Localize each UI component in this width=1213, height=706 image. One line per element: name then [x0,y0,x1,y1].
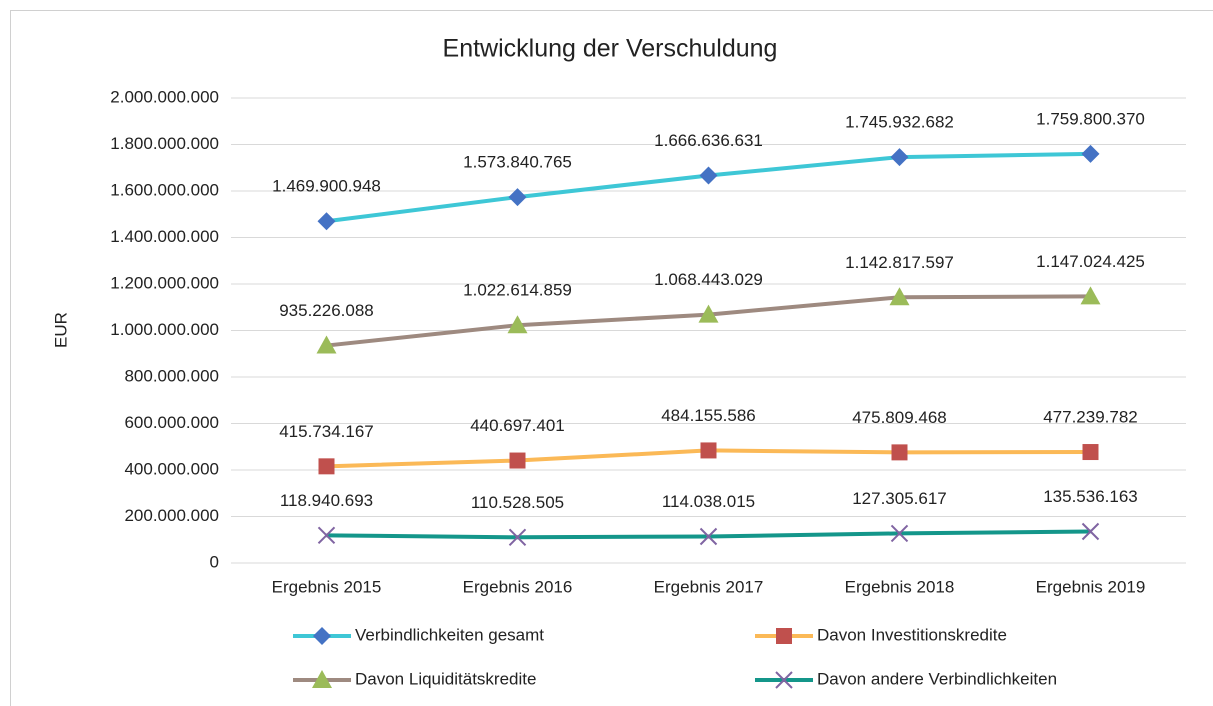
data-point [890,524,909,543]
y-tick-label: 1.400.000.000 [110,227,219,246]
legend-label: Davon Liquiditätskredite [355,669,536,688]
data-point [316,335,337,354]
data-label: 1.022.614.859 [463,281,572,300]
legend-label: Verbindlichkeiten gesamt [355,625,544,644]
data-label: 114.038.015 [662,492,755,511]
data-point [698,304,719,323]
legend-marker [312,670,332,688]
y-tick-label: 400.000.000 [124,459,219,478]
x-tick-label: Ergebnis 2016 [463,577,573,596]
data-point [1081,144,1100,163]
data-point [508,528,527,547]
data-point [317,526,336,545]
data-label: 1.573.840.765 [463,153,572,172]
data-label: 110.528.505 [471,493,564,512]
data-point [1080,286,1101,305]
data-label: 1.142.817.597 [845,253,954,272]
data-label: 118.940.693 [280,491,373,510]
chart-border [10,10,1213,706]
data-label: 135.536.163 [1043,487,1138,506]
y-tick-label: 1.600.000.000 [110,180,219,199]
chart-title: Entwicklung der Verschuldung [443,35,778,63]
data-point [317,212,336,231]
data-point [1081,522,1100,541]
data-point [699,166,718,185]
data-point [318,458,335,475]
data-label: 1.666.636.631 [654,131,763,150]
data-point [509,452,526,469]
y-axis-label: EUR [51,312,70,348]
data-point [508,188,527,207]
legend-marker [313,627,331,645]
x-tick-label: Ergebnis 2019 [1036,577,1146,596]
data-label: 935.226.088 [279,301,374,320]
y-tick-label: 200.000.000 [124,506,219,525]
legend-label: Davon Investitionskredite [817,625,1007,644]
x-tick-label: Ergebnis 2015 [272,577,382,596]
data-label: 415.734.167 [279,422,374,441]
data-label: 484.155.586 [661,406,756,425]
data-point [1082,444,1099,461]
x-tick-label: Ergebnis 2017 [654,577,764,596]
data-point [507,315,528,334]
y-tick-label: 0 [210,552,219,571]
data-point [700,442,717,459]
data-label: 127.305.617 [852,489,947,508]
data-label: 1.745.932.682 [845,113,954,132]
series-line [326,151,1091,224]
y-tick-label: 1.200.000.000 [110,273,219,292]
y-tick-label: 1.800.000.000 [110,134,219,153]
legend-marker [776,628,792,644]
y-tick-label: 800.000.000 [124,366,219,385]
y-tick-label: 600.000.000 [124,413,219,432]
x-tick-label: Ergebnis 2018 [845,577,955,596]
data-point [891,444,908,461]
y-tick-label: 1.000.000.000 [110,320,219,339]
legend-marker [775,671,793,689]
legend-label: Davon andere Verbindlichkeiten [817,669,1057,688]
data-point [890,148,909,167]
y-tick-label: 2.000.000.000 [110,87,219,106]
data-label: 477.239.782 [1043,408,1138,427]
data-point [699,527,718,546]
data-label: 475.809.468 [852,408,947,427]
data-label: 1.469.900.948 [272,177,381,196]
data-point [889,287,910,306]
data-label: 1.147.024.425 [1036,252,1145,271]
data-label: 440.697.401 [470,416,565,435]
data-label: 1.759.800.370 [1036,109,1145,128]
data-label: 1.068.443.029 [654,270,763,289]
